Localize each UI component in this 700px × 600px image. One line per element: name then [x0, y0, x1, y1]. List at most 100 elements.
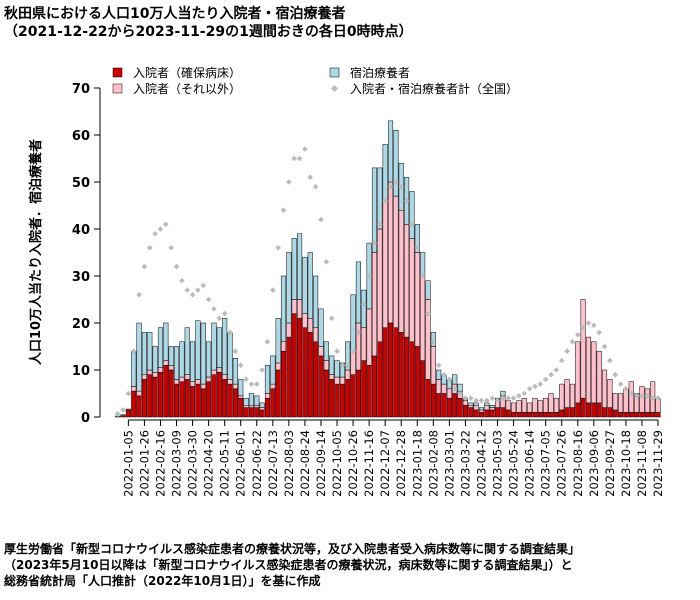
bar-segment	[350, 374, 356, 418]
bar-segment	[157, 367, 164, 373]
bar-segment	[398, 209, 404, 333]
point	[414, 245, 421, 251]
bar-segment	[264, 393, 271, 399]
bar-segment	[125, 408, 131, 411]
bar-segment	[628, 412, 634, 418]
point	[387, 183, 394, 190]
bar-segment	[280, 275, 287, 343]
bar-segment	[238, 395, 244, 399]
bar-segment	[521, 412, 527, 418]
point	[628, 390, 635, 397]
point	[500, 395, 506, 401]
x-tick-label: 2023-10-18	[619, 430, 633, 497]
bar-segment	[120, 414, 126, 416]
bar-segment	[216, 327, 222, 368]
x-tick-label: 2022-12-28	[394, 430, 408, 497]
bar-segment	[190, 386, 196, 418]
bar-segment	[387, 181, 394, 324]
bar-segment	[302, 313, 308, 328]
point	[419, 273, 426, 279]
bar-segment	[543, 397, 549, 413]
bar-segment	[361, 289, 367, 328]
bar-segment	[564, 407, 570, 418]
point	[574, 331, 581, 338]
bar-segment	[313, 275, 319, 328]
bar-segment	[473, 405, 479, 411]
bar-segment	[537, 412, 543, 418]
bar-segment	[457, 383, 463, 392]
bar-segment	[264, 397, 271, 418]
point	[510, 395, 517, 401]
bar-segment	[409, 191, 415, 239]
chart-subtitle: （2021-12-22から2023-11-29の1週間おきの各日0時時点）	[4, 23, 413, 40]
bar-segment	[168, 369, 174, 418]
point	[216, 315, 223, 322]
bar-segment	[222, 318, 228, 375]
legend-label: 宿泊療養者	[350, 65, 410, 80]
bar-segment	[248, 393, 254, 406]
bar-segment	[532, 412, 538, 418]
bar-segment	[275, 369, 281, 418]
x-tick-label: 2023-02-08	[426, 430, 440, 497]
bar-segment	[313, 341, 319, 418]
x-tick-label: 2023-06-14	[523, 430, 537, 497]
bar-segment	[200, 322, 206, 385]
point	[163, 221, 169, 228]
bar-segment	[420, 275, 426, 361]
bar-segment	[286, 322, 292, 338]
bar-segment	[457, 397, 463, 418]
legend-label: 入院者・宿泊療養者計（全国）	[350, 81, 518, 96]
point	[243, 376, 249, 383]
bar-segment	[409, 238, 415, 343]
point	[157, 226, 164, 232]
bar-segment	[280, 350, 287, 418]
bar-segment	[569, 407, 575, 418]
bar-segment	[297, 318, 303, 418]
point	[462, 395, 469, 401]
bar-segment	[291, 299, 297, 314]
point	[195, 287, 201, 293]
bar-segment	[478, 412, 485, 418]
y-axis-label: 人口10万人当たり入院者．宿泊療養者	[28, 139, 44, 365]
bar-segment	[484, 409, 490, 418]
bar-segment	[527, 402, 533, 413]
point	[179, 277, 185, 284]
bar-segment	[489, 409, 495, 418]
bar-segment	[644, 412, 650, 418]
bar-segment	[280, 341, 287, 352]
bar-segment	[607, 379, 613, 408]
bar-segment	[232, 388, 238, 418]
point	[259, 367, 265, 373]
bar-segment	[345, 369, 351, 380]
bar-segment	[168, 346, 174, 366]
point	[435, 362, 442, 369]
bar-segment	[275, 362, 281, 371]
point	[467, 395, 474, 401]
bar-segment	[270, 383, 276, 390]
point	[398, 183, 405, 190]
bar-segment	[152, 376, 158, 418]
x-tick-label: 2022-07-13	[266, 430, 280, 497]
x-tick-label: 2023-09-06	[587, 430, 601, 497]
bar-segment	[141, 379, 147, 418]
x-tick-label: 2022-03-30	[186, 430, 200, 497]
x-tick-label: 2022-10-26	[346, 430, 360, 497]
point	[152, 230, 158, 237]
bar-segment	[227, 379, 233, 385]
bar-segment	[211, 369, 217, 375]
source: 総務省統計局「人口推計（2022年10月1日）」を基に作成	[4, 573, 320, 588]
point	[623, 386, 629, 392]
bar-segment	[425, 280, 431, 300]
bar-segment	[248, 407, 254, 418]
x-tick-label: 2022-01-05	[121, 430, 135, 497]
bar-segment	[377, 341, 383, 418]
bar-segment	[136, 395, 142, 418]
bar-segment	[409, 341, 415, 418]
bar-segment	[323, 341, 329, 361]
point	[114, 410, 121, 417]
bar-segment	[361, 327, 367, 361]
bar-segment	[580, 397, 586, 418]
point	[221, 310, 228, 317]
bar-segment	[173, 379, 180, 385]
bar-segment	[190, 381, 196, 387]
